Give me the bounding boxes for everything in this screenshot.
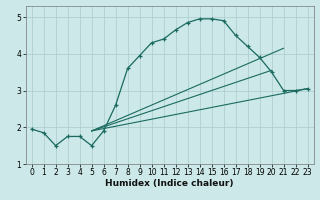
X-axis label: Humidex (Indice chaleur): Humidex (Indice chaleur) bbox=[105, 179, 234, 188]
